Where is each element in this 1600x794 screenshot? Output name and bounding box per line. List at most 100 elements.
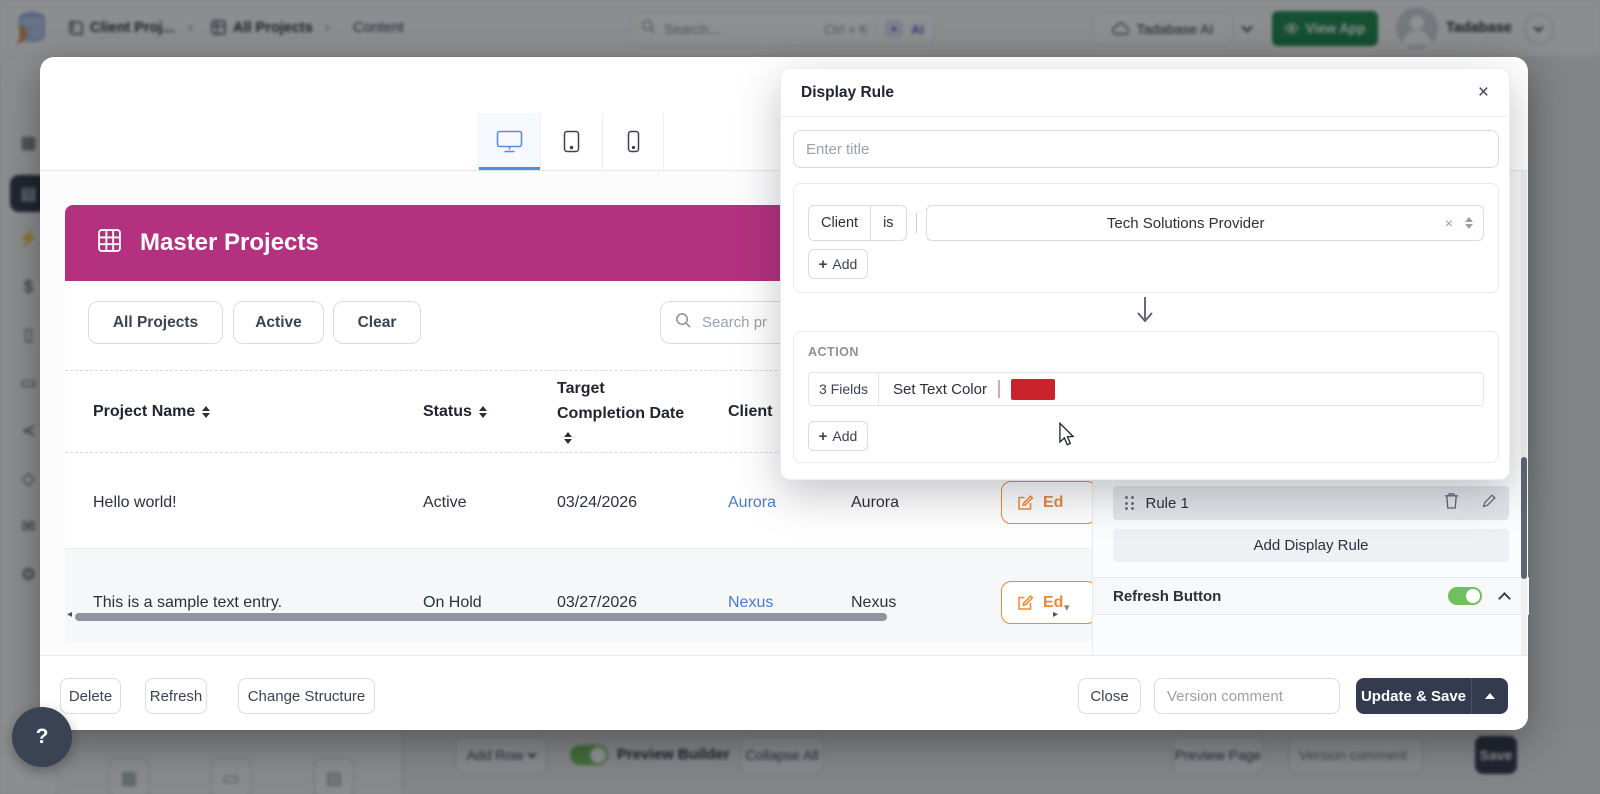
table-grid-icon: [211, 20, 226, 40]
refresh-button-toggle[interactable]: [1448, 587, 1482, 605]
update-save-label[interactable]: Update & Save: [1356, 678, 1472, 714]
preview-builder-label: Preview Builder: [617, 746, 730, 763]
condition-operator[interactable]: is: [871, 205, 907, 241]
background-version-comment-input: [1288, 736, 1423, 774]
top-bar: Client Proj... › All Projects › Content …: [0, 0, 1600, 57]
automations-icon: ⚡: [17, 229, 40, 248]
search-icon: [641, 19, 656, 39]
tab-mobile-preview[interactable]: [602, 113, 664, 170]
rule-label: Rule 1: [1145, 494, 1189, 512]
collapse-chevron-button: [1524, 14, 1554, 44]
close-button[interactable]: Close: [1078, 678, 1141, 714]
tadabase-logo-icon: [14, 10, 48, 51]
tab-tablet-preview[interactable]: [540, 113, 602, 170]
column-header-target-completion-date[interactable]: Target Completion Date: [557, 377, 685, 451]
refresh-button[interactable]: Refresh: [145, 678, 207, 714]
refresh-button-section-header[interactable]: Refresh Button: [1093, 577, 1529, 615]
horizontal-scrollbar-thumb[interactable]: [75, 613, 887, 621]
table-title: Master Projects: [140, 229, 319, 256]
clear-value-icon[interactable]: ×: [1444, 215, 1453, 231]
popup-title: Display Rule: [801, 83, 895, 101]
save-button: Save: [1475, 736, 1517, 774]
add-condition-button[interactable]: + Add: [808, 249, 868, 279]
divider: [915, 213, 917, 233]
preview-builder-toggle: [570, 745, 608, 765]
global-search-placeholder: Search...: [664, 21, 721, 37]
builder-bottom-bar: ▦ ▭ ▤ Add Row Preview Builder Collapse A…: [57, 730, 1600, 794]
scroll-left-arrow[interactable]: ◂: [67, 609, 73, 620]
mouse-cursor: [1058, 421, 1075, 452]
action-name[interactable]: Set Text Color: [893, 380, 987, 398]
view-app-label: View App: [1305, 21, 1366, 36]
display-rule-popup: Display Rule × Client is Tech Solutions …: [780, 68, 1510, 480]
condition-value-select[interactable]: Tech Solutions Provider ×: [925, 205, 1484, 241]
user-name: Tadabase: [1446, 20, 1512, 36]
action-section-label: ACTION: [808, 345, 859, 359]
vertical-scrollbar-thumb[interactable]: [1521, 457, 1527, 579]
add-action-button[interactable]: + Add: [808, 421, 868, 451]
divider: [876, 20, 877, 38]
tab-desktop-preview[interactable]: [478, 113, 540, 170]
share-icon: ≺: [21, 421, 36, 440]
user-avatar: [1396, 7, 1438, 49]
desktop-icon: [496, 130, 523, 153]
search-icon: [675, 312, 692, 334]
text-color-swatch[interactable]: [1010, 378, 1055, 400]
preview-page-button: Preview Page: [1172, 736, 1264, 774]
tags-icon: ◇: [21, 469, 36, 488]
filter-all-projects-button[interactable]: All Projects: [88, 301, 223, 344]
refresh-button-label: Refresh Button: [1113, 587, 1222, 605]
add-row-button: Add Row: [455, 736, 547, 774]
column-header-project-name[interactable]: Project Name: [93, 403, 211, 421]
collapse-all-button: Collapse All: [740, 736, 824, 774]
condition-field[interactable]: Client: [808, 205, 872, 241]
field-palette: ▦ ▭ ▤: [57, 730, 403, 794]
column-header-status[interactable]: Status: [423, 403, 487, 421]
change-structure-button[interactable]: Change Structure: [238, 678, 375, 714]
divider: [997, 380, 1000, 398]
filter-clear-button[interactable]: Clear: [333, 301, 421, 344]
edit-record-button[interactable]: Ed: [1001, 481, 1092, 524]
action-row: 3 Fields Set Text Color: [808, 372, 1484, 406]
rule-title-input[interactable]: [793, 130, 1499, 168]
help-button[interactable]: ?: [12, 707, 72, 767]
ai-label: AI: [911, 21, 924, 37]
version-comment-input[interactable]: [1154, 678, 1340, 714]
select-caret-icon: [1465, 217, 1473, 229]
breadcrumb-content: Content: [353, 20, 404, 36]
field-type-icon: ▤: [314, 758, 354, 794]
delete-button[interactable]: Delete: [60, 678, 121, 714]
divider: [65, 370, 1092, 371]
chevron-up-icon[interactable]: [1498, 591, 1511, 605]
field-type-icon: ▦: [109, 758, 149, 794]
cell-client: Aurora: [851, 494, 900, 511]
row-expand-caret[interactable]: ▾: [1064, 602, 1070, 614]
scroll-right-arrow[interactable]: ▸: [1053, 609, 1059, 620]
add-display-rule-button[interactable]: Add Display Rule: [1113, 529, 1509, 562]
action-fields-button[interactable]: 3 Fields: [809, 372, 880, 406]
close-icon[interactable]: ×: [1477, 82, 1489, 103]
update-save-dropdown[interactable]: [1472, 678, 1508, 714]
update-save-split-button[interactable]: Update & Save: [1356, 678, 1508, 714]
cell-status: On Hold: [423, 594, 482, 611]
condition-row: Client is Tech Solutions Provider ×: [808, 205, 1484, 241]
table-icon: [97, 228, 122, 258]
cell-client-link[interactable]: Aurora: [728, 494, 777, 511]
divider: [65, 452, 1092, 453]
filter-active-button[interactable]: Active: [233, 301, 324, 344]
caret-up-icon: [1485, 693, 1495, 699]
column-header-client[interactable]: Client: [728, 403, 773, 420]
global-search-input: Search... Ctrl + K ✦ AI: [630, 12, 935, 46]
display-rule-item[interactable]: Rule 1: [1113, 486, 1509, 520]
delete-rule-icon[interactable]: [1444, 492, 1459, 514]
drag-handle-icon[interactable]: [1125, 496, 1134, 510]
field-type-icon: ▭: [211, 758, 251, 794]
sort-icon: [202, 405, 211, 418]
messages-icon: ▭: [20, 373, 37, 392]
cell-client-link[interactable]: Nexus: [728, 594, 774, 611]
search-shortcut: Ctrl + K: [824, 21, 868, 37]
action-card: ACTION 3 Fields Set Text Color + Add: [793, 331, 1499, 463]
edit-record-button[interactable]: Ed: [1001, 581, 1092, 624]
edit-rule-icon[interactable]: [1481, 493, 1497, 514]
